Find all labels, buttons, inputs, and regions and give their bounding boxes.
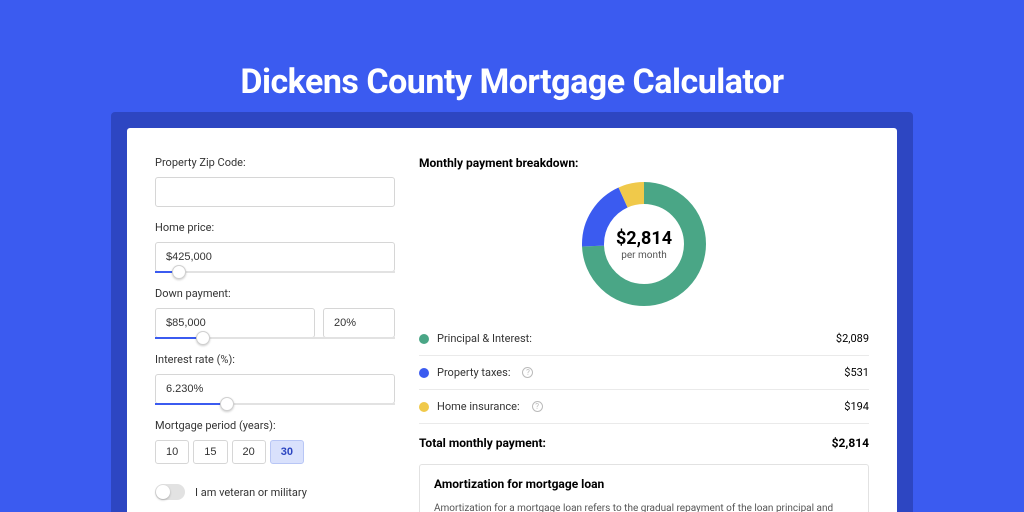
legend-value: $531 xyxy=(844,366,869,379)
period-button-15[interactable]: 15 xyxy=(193,440,227,464)
total-row: Total monthly payment: $2,814 xyxy=(419,426,869,464)
interest-rate-label: Interest rate (%): xyxy=(155,353,395,366)
interest-rate-slider-thumb[interactable] xyxy=(220,397,234,411)
donut-center-sub: per month xyxy=(621,250,667,261)
total-label: Total monthly payment: xyxy=(419,436,546,450)
veteran-toggle[interactable] xyxy=(155,484,185,500)
period-button-30[interactable]: 30 xyxy=(270,440,304,464)
home-price-slider-thumb[interactable] xyxy=(172,265,186,279)
legend-row: Property taxes:? $531 xyxy=(419,358,869,387)
down-payment-slider-thumb[interactable] xyxy=(196,331,210,345)
amortization-text: Amortization for a mortgage loan refers … xyxy=(434,501,854,512)
veteran-toggle-row: I am veteran or military xyxy=(155,484,395,500)
amortization-box: Amortization for mortgage loan Amortizat… xyxy=(419,464,869,512)
legend-value: $194 xyxy=(844,400,869,413)
down-payment-pct-input[interactable] xyxy=(323,308,395,338)
down-payment-slider[interactable] xyxy=(155,337,395,339)
donut-chart: $2,814per month xyxy=(582,182,706,306)
period-field-group: Mortgage period (years): 10152030 xyxy=(155,419,395,464)
down-payment-field-group: Down payment: xyxy=(155,287,395,339)
period-button-10[interactable]: 10 xyxy=(155,440,189,464)
home-price-input[interactable] xyxy=(155,242,395,272)
donut-center-amount: $2,814 xyxy=(616,228,672,249)
period-button-20[interactable]: 20 xyxy=(232,440,266,464)
divider xyxy=(419,355,869,356)
home-price-field-group: Home price: xyxy=(155,221,395,273)
donut-chart-wrap: $2,814per month xyxy=(419,182,869,306)
home-price-slider[interactable] xyxy=(155,271,395,273)
legend-label West-label: Home insurance: xyxy=(437,400,520,413)
legend-dot xyxy=(419,368,429,378)
interest-rate-field-group: Interest rate (%): xyxy=(155,353,395,405)
amortization-title: Amortization for mortgage loan xyxy=(434,477,854,491)
legend-list: Principal & Interest: $2,089 Property taxe… xyxy=(419,324,869,421)
down-payment-amount-input[interactable] xyxy=(155,308,315,338)
interest-rate-input[interactable] xyxy=(155,374,395,404)
veteran-toggle-label: I am veteran or military xyxy=(195,486,307,499)
legend-row: Home insurance:? $194 xyxy=(419,392,869,421)
home-price-label: Home price: xyxy=(155,221,395,234)
period-button-group: 10152030 xyxy=(155,440,395,464)
page-root: Dickens County Mortgage Calculator Prope… xyxy=(0,0,1024,512)
page-title: Dickens County Mortgage Calculator xyxy=(0,0,1024,102)
legend-label West-label: Property taxes: xyxy=(437,366,510,379)
breakdown-title: Monthly payment breakdown: xyxy=(419,156,869,170)
form-column: Property Zip Code: Home price: Down paym… xyxy=(155,156,395,512)
divider xyxy=(419,423,869,424)
info-icon[interactable]: ? xyxy=(532,401,543,412)
info-icon[interactable]: ? xyxy=(522,367,533,378)
legend-dot xyxy=(419,334,429,344)
veteran-toggle-knob xyxy=(156,485,170,499)
total-value: $2,814 xyxy=(832,436,869,450)
zip-label: Property Zip Code: xyxy=(155,156,395,169)
legend-label West-label: Principal & Interest: xyxy=(437,332,532,345)
breakdown-column: Monthly payment breakdown: $2,814per mon… xyxy=(419,156,869,512)
legend-row: Principal & Interest: $2,089 xyxy=(419,324,869,353)
interest-rate-slider[interactable] xyxy=(155,403,395,405)
legend-dot xyxy=(419,402,429,412)
period-label: Mortgage period (years): xyxy=(155,419,395,432)
down-payment-label: Down payment: xyxy=(155,287,395,300)
zip-field-group: Property Zip Code: xyxy=(155,156,395,207)
zip-input[interactable] xyxy=(155,177,395,207)
legend-value: $2,089 xyxy=(836,332,869,345)
divider xyxy=(419,389,869,390)
calculator-card: Property Zip Code: Home price: Down paym… xyxy=(127,128,897,512)
